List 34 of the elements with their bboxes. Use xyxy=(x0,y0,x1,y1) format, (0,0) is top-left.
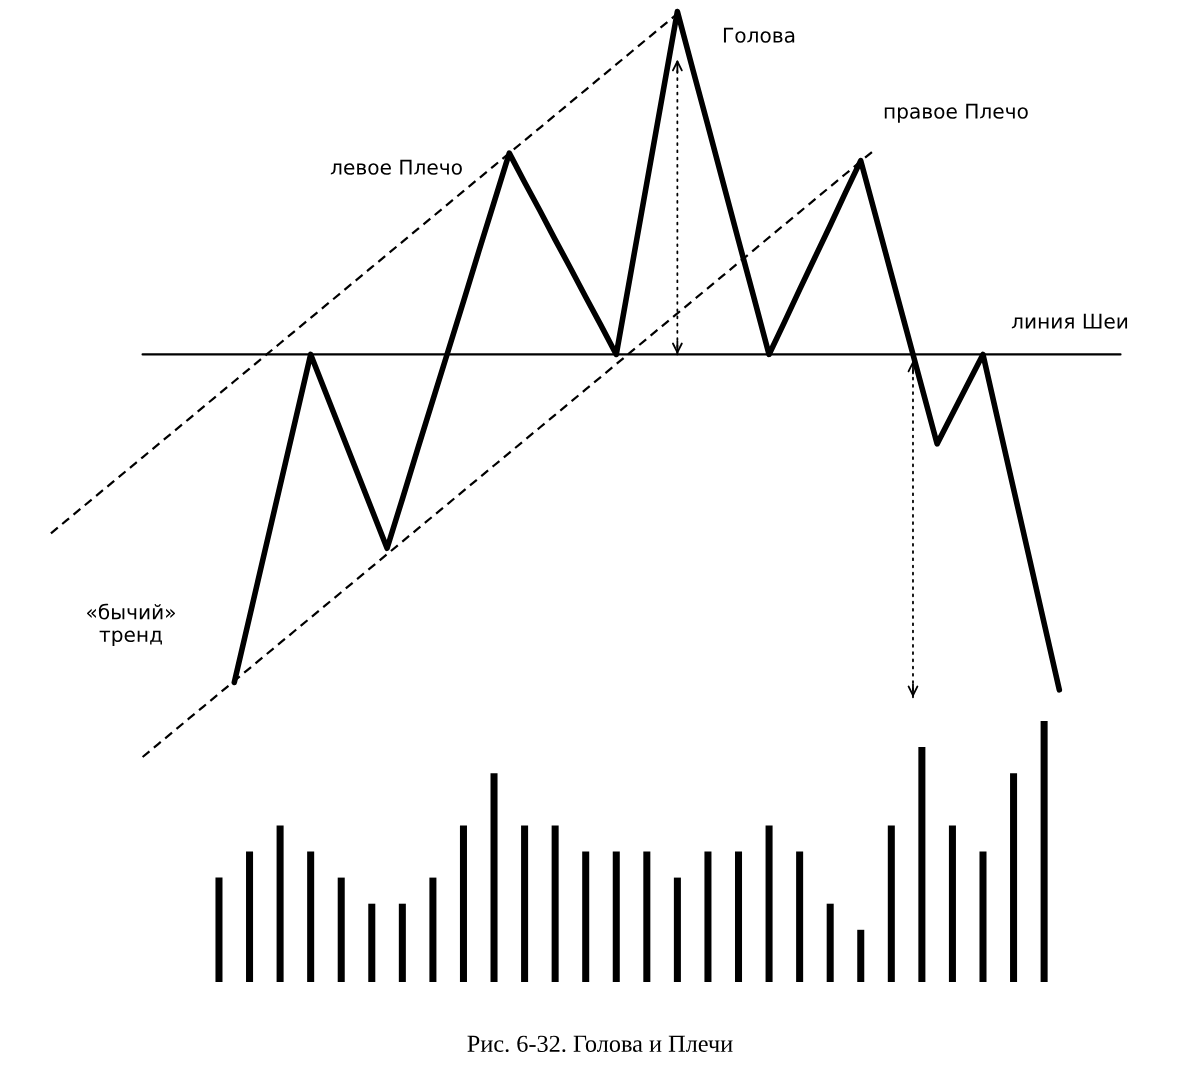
bar xyxy=(796,851,804,982)
bar xyxy=(582,851,590,982)
bar xyxy=(918,747,926,982)
bar xyxy=(368,903,376,982)
bar xyxy=(673,877,681,982)
annotation: «бычий» тренд xyxy=(87,603,175,647)
bar xyxy=(459,825,467,982)
bar xyxy=(337,877,345,982)
bar xyxy=(307,851,315,982)
bar xyxy=(551,825,559,982)
bar xyxy=(826,903,834,982)
annotation: правое Плечо xyxy=(884,103,1028,123)
bar xyxy=(948,825,956,982)
bar xyxy=(765,825,773,982)
bar xyxy=(979,851,987,982)
bar xyxy=(521,825,529,982)
bar xyxy=(276,825,284,982)
annotation: линия Шеи xyxy=(1011,313,1128,329)
bar xyxy=(857,929,865,982)
bar xyxy=(429,877,437,982)
bar xyxy=(246,851,254,982)
annotation: Голова xyxy=(723,27,795,43)
bar xyxy=(887,825,895,982)
bar xyxy=(398,903,406,982)
bar xyxy=(1010,773,1018,982)
text: Рис. 6-32. Голова и Плечи xyxy=(467,1035,733,1053)
bar xyxy=(215,877,223,982)
bar xyxy=(643,851,651,982)
bar xyxy=(490,773,498,982)
bar xyxy=(1040,721,1048,982)
bar xyxy=(612,851,620,982)
bar xyxy=(704,851,712,982)
bar xyxy=(735,851,743,982)
annotation: левое Плечо xyxy=(330,159,462,175)
